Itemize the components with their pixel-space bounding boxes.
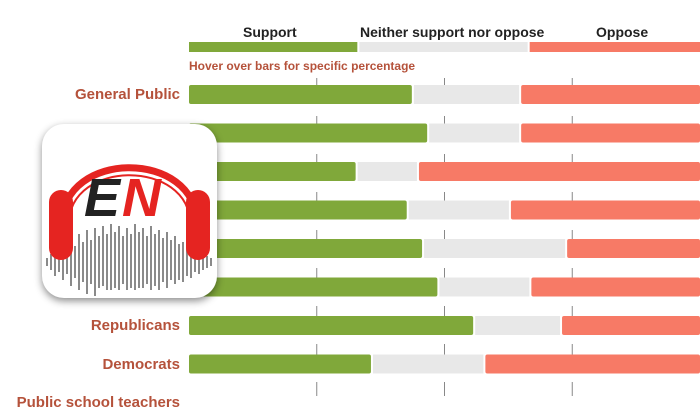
bar-oppose[interactable] bbox=[521, 123, 700, 143]
row-label: General Public bbox=[74, 86, 180, 103]
legend-support-bar[interactable] bbox=[189, 42, 358, 52]
en-logo-graphic: E N bbox=[46, 164, 212, 296]
bar-support[interactable] bbox=[189, 200, 407, 220]
en-headphones-icon: E N bbox=[42, 124, 217, 298]
bar-oppose[interactable] bbox=[562, 316, 700, 335]
bar-oppose[interactable] bbox=[418, 162, 700, 181]
row-label: Democrats bbox=[102, 355, 180, 373]
bar-oppose[interactable] bbox=[567, 239, 700, 258]
bar-neither[interactable] bbox=[424, 239, 566, 258]
bar-oppose[interactable] bbox=[531, 277, 700, 297]
bar-support[interactable] bbox=[189, 123, 428, 143]
bar-support[interactable] bbox=[189, 354, 371, 374]
bar-neither[interactable] bbox=[357, 162, 417, 181]
bar-neither[interactable] bbox=[408, 200, 509, 220]
row-label: Public school teachers bbox=[16, 394, 180, 411]
bar-neither[interactable] bbox=[429, 123, 520, 143]
bar-neither[interactable] bbox=[475, 316, 561, 335]
legend-oppose-label: Oppose bbox=[596, 24, 649, 40]
logo-letter-e: E bbox=[84, 168, 122, 228]
audio-waveform bbox=[46, 224, 212, 296]
hover-instruction-note: Hover over bars for specific percentage bbox=[189, 59, 416, 73]
row-label: Republicans bbox=[90, 317, 180, 334]
headband-inner-arc bbox=[68, 174, 191, 225]
bar-support[interactable] bbox=[189, 316, 474, 335]
logo-letter-n: N bbox=[122, 168, 162, 228]
bar-neither[interactable] bbox=[439, 277, 530, 297]
bar-oppose[interactable] bbox=[521, 85, 700, 104]
legend-neither-label: Neither support nor oppose bbox=[360, 24, 545, 40]
right-ear-cup bbox=[186, 190, 210, 260]
bar-neither[interactable] bbox=[413, 85, 520, 104]
bar-support[interactable] bbox=[189, 239, 423, 258]
bar-neither[interactable] bbox=[372, 354, 484, 374]
bar-support[interactable] bbox=[189, 85, 412, 104]
legend-oppose-bar[interactable] bbox=[529, 42, 700, 52]
bar-oppose[interactable] bbox=[510, 200, 700, 220]
bar-support[interactable] bbox=[189, 277, 438, 297]
legend-support-label: Support bbox=[243, 24, 297, 40]
stacked-bar-chart bbox=[189, 42, 700, 400]
legend-neither-bar[interactable] bbox=[359, 42, 528, 52]
bar-oppose[interactable] bbox=[485, 354, 700, 374]
bar-support[interactable] bbox=[189, 162, 356, 181]
left-ear-cup bbox=[49, 190, 73, 260]
